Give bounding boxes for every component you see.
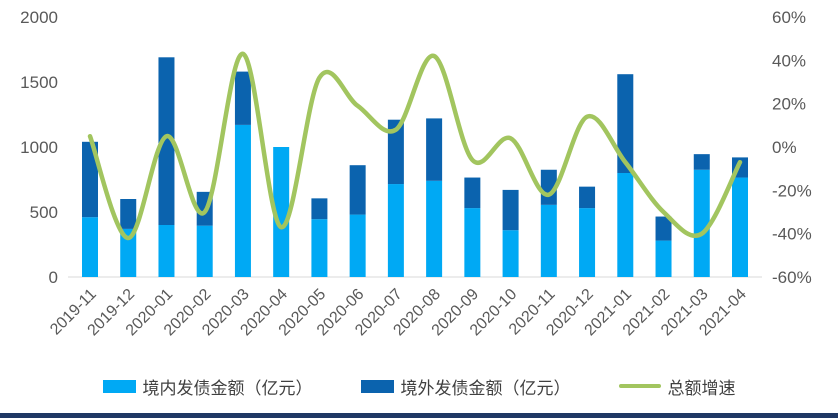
bar-domestic-2021-03 bbox=[693, 169, 710, 277]
left-axis-tick-label: 1500 bbox=[20, 73, 58, 92]
bar-overseas-2019-11 bbox=[82, 141, 98, 218]
bar-overseas-2020-03 bbox=[234, 71, 251, 125]
bar-overseas-2020-07 bbox=[387, 119, 404, 185]
right-axis-tick-label: 20% bbox=[772, 95, 806, 114]
right-axis-tick-label: -60% bbox=[772, 268, 812, 287]
bar-overseas-2021-03 bbox=[693, 154, 710, 170]
bar-domestic-2020-07 bbox=[387, 184, 404, 277]
bar-overseas-2021-02 bbox=[655, 216, 672, 241]
bar-domestic-2020-04 bbox=[273, 147, 290, 277]
bar-domestic-2020-08 bbox=[426, 180, 443, 277]
right-axis-tick-label: 40% bbox=[772, 51, 806, 70]
bar-overseas-2019-12 bbox=[120, 199, 137, 229]
bar-overseas-2020-10 bbox=[502, 189, 519, 231]
bar-domestic-2020-02 bbox=[196, 225, 213, 277]
legend-item-domestic: 境内发债金额（亿元） bbox=[102, 374, 313, 399]
bar-domestic-2021-02 bbox=[655, 240, 672, 277]
bar-overseas-2020-01 bbox=[158, 57, 175, 225]
right-axis-tick-label: 0% bbox=[772, 138, 797, 157]
legend-label-growth: 总额增速 bbox=[667, 378, 736, 398]
bar-domestic-2021-04 bbox=[732, 177, 748, 277]
legend-label-overseas: 境外发债金额（亿元） bbox=[400, 378, 571, 398]
legend-item-overseas: 境外发债金额（亿元） bbox=[360, 374, 571, 399]
bottom-border bbox=[0, 413, 838, 418]
bar-domestic-2019-11 bbox=[82, 217, 98, 277]
bar-domestic-2020-03 bbox=[234, 124, 251, 278]
bar-overseas-2020-06 bbox=[349, 165, 366, 215]
growth-line bbox=[87, 51, 743, 241]
bar-overseas-2020-08 bbox=[426, 118, 443, 181]
bar-domestic-2020-01 bbox=[158, 225, 175, 277]
bar-domestic-2020-10 bbox=[502, 230, 519, 277]
legend-swatch-domestic bbox=[102, 379, 136, 393]
bar-domestic-2020-09 bbox=[464, 208, 481, 277]
left-axis-tick-label: 500 bbox=[30, 203, 58, 222]
right-axis-tick-label: -20% bbox=[772, 181, 812, 200]
legend-item-growth: 总额增速 bbox=[618, 374, 736, 399]
legend-swatch-overseas bbox=[360, 379, 394, 393]
bar-overseas-2021-01 bbox=[617, 74, 634, 173]
bar-domestic-2020-05 bbox=[311, 219, 328, 277]
bar-overseas-2020-12 bbox=[579, 186, 596, 209]
right-axis-tick-label: 60% bbox=[772, 8, 806, 27]
bar-domestic-2019-12 bbox=[120, 228, 137, 277]
right-axis-tick-label: -40% bbox=[772, 225, 812, 244]
legend-label-domestic: 境内发债金额（亿元） bbox=[142, 378, 313, 398]
bar-overseas-2020-05 bbox=[311, 198, 328, 220]
bar-domestic-2020-12 bbox=[579, 208, 596, 277]
bar-domestic-2020-11 bbox=[540, 204, 557, 277]
left-axis-tick-label: 1000 bbox=[20, 138, 58, 157]
left-axis-tick-label: 0 bbox=[49, 268, 58, 287]
left-axis-tick-label: 2000 bbox=[20, 8, 58, 27]
bar-overseas-2020-09 bbox=[464, 177, 481, 209]
legend-swatch-growth-line bbox=[618, 384, 661, 388]
chart-legend: 境内发债金额（亿元） 境外发债金额（亿元） 总额增速 bbox=[0, 370, 838, 402]
bar-domestic-2021-01 bbox=[617, 173, 634, 277]
bar-domestic-2020-06 bbox=[349, 214, 366, 277]
